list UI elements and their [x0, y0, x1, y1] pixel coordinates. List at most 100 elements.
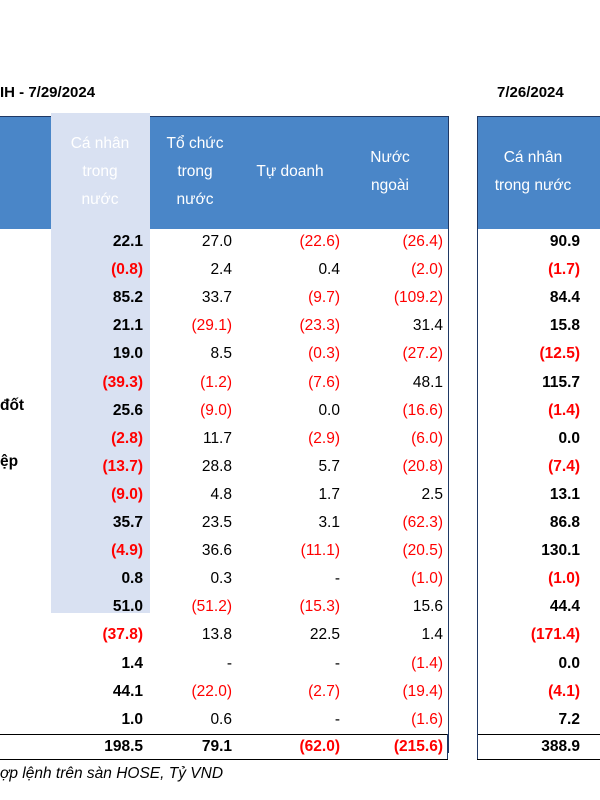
table-cell: 22.1 — [112, 233, 143, 250]
total-cell: 198.5 — [104, 738, 143, 755]
table-cell: 44.4 — [549, 598, 580, 616]
table-cell: 8.5 — [210, 345, 232, 363]
table-cell: 3.1 — [318, 514, 340, 531]
table-cell: (109.2) — [393, 289, 443, 307]
table-cell: - — [334, 654, 340, 672]
table-cell: (20.5) — [402, 542, 444, 560]
table-cell: 90.9 — [549, 233, 580, 250]
table-cell: 44.1 — [112, 682, 143, 700]
total-cell: 388.9 — [541, 738, 580, 755]
table-cell: 2.5 — [421, 485, 443, 503]
table-cell: 13.8 — [201, 626, 232, 644]
table-cell: (20.8) — [402, 457, 444, 475]
border — [447, 734, 448, 759]
table-cell: 1.4 — [421, 626, 443, 644]
col-header-nuoc-ngoai: Nước ngoài — [370, 149, 410, 194]
col-header-to-chuc: Tổ chức trong nước — [166, 135, 224, 208]
table-cell: (12.5) — [539, 345, 581, 363]
date-title-left: IH - 7/29/2024 — [0, 84, 96, 101]
table-cell: (26.4) — [402, 233, 444, 250]
table-cell: (0.3) — [308, 345, 340, 363]
table-cell: 4.8 — [210, 485, 232, 503]
table-cell: (7.4) — [548, 457, 580, 475]
table-cell: (2.0) — [411, 261, 443, 279]
table-cell: 0.4 — [318, 261, 340, 279]
table-cell: 21.1 — [112, 317, 143, 335]
table-cell: 84.4 — [549, 289, 580, 307]
table-cell: 36.6 — [201, 542, 232, 560]
header-band — [478, 117, 600, 229]
table-cell: 0.0 — [558, 654, 580, 672]
table-cell: 0.0 — [558, 429, 580, 447]
table-cell: 11.7 — [202, 429, 232, 447]
table-cell: (29.1) — [191, 317, 233, 335]
table-cell: 15.6 — [412, 598, 443, 616]
table-cell: 51.0 — [112, 598, 143, 616]
table-cell: (23.3) — [299, 317, 341, 335]
table-cell: 28.8 — [201, 457, 232, 475]
table-cell: (2.8) — [111, 429, 143, 447]
row-label-fragment: đốt — [0, 397, 25, 414]
table-cell: (9.0) — [111, 485, 143, 503]
table-cell: (51.2) — [191, 598, 233, 616]
table-cell: 0.3 — [210, 570, 232, 588]
total-rule — [477, 759, 600, 760]
table-cell: (22.0) — [191, 682, 233, 700]
table-cell: - — [334, 710, 340, 728]
table-cell: (2.7) — [308, 682, 340, 700]
table-cell: (19.4) — [402, 682, 444, 700]
footnote: ợp lệnh trên sàn HOSE, Tỷ VND — [0, 765, 224, 782]
table-cell: - — [226, 654, 232, 672]
table-cell: 0.0 — [318, 401, 340, 419]
table-cell: 5.7 — [318, 457, 340, 475]
table-cell: (27.2) — [402, 345, 444, 363]
table-cell: (1.0) — [411, 570, 443, 588]
table-cell: 22.5 — [309, 626, 340, 644]
table-cell: (171.4) — [530, 626, 580, 644]
table-cell: (2.9) — [308, 429, 340, 447]
table-cell: (37.8) — [102, 626, 144, 644]
row-label-fragment: ệp — [0, 453, 19, 470]
table-cell: (1.4) — [411, 654, 443, 672]
table-cell: 35.7 — [112, 514, 143, 531]
table-cell: (0.8) — [111, 261, 143, 279]
table-cell: (11.1) — [300, 542, 340, 560]
table-cell: (62.3) — [402, 514, 444, 531]
table-cell: (9.7) — [308, 289, 340, 307]
table-cell: 23.5 — [201, 514, 232, 531]
table-cell: (1.0) — [548, 570, 580, 588]
table-cell: 7.2 — [558, 710, 580, 728]
highlight-column — [51, 113, 150, 613]
table-cell: (6.0) — [411, 429, 443, 447]
col-header-tu-doanh: Tự doanh — [256, 163, 324, 180]
table-cell: 1.7 — [318, 485, 340, 503]
table-cell: 15.8 — [549, 317, 580, 335]
table-cell: (1.2) — [200, 373, 232, 391]
table-cell: (1.6) — [411, 710, 443, 728]
table-cell: 115.7 — [542, 373, 580, 391]
table-cell: (4.1) — [548, 682, 580, 700]
table-cell: 0.8 — [121, 570, 143, 588]
table-cell: 33.7 — [201, 289, 232, 307]
table-cell: 0.6 — [210, 710, 232, 728]
table-panel-7-26 — [477, 116, 600, 753]
table-cell: 1.4 — [121, 654, 143, 672]
table-cell: 85.2 — [112, 289, 143, 307]
table-cell: (22.6) — [299, 233, 341, 250]
border — [477, 734, 478, 759]
total-rule — [477, 734, 600, 735]
table-cell: (16.6) — [402, 401, 444, 419]
table-cell: (7.6) — [308, 373, 340, 391]
total-cell: 79.1 — [201, 738, 232, 755]
table-cell: 48.1 — [412, 373, 443, 391]
table-cell: 25.6 — [112, 401, 143, 419]
table-cell: 19.0 — [112, 345, 143, 363]
table-cell: (1.7) — [548, 261, 580, 279]
col-header-ca-nhan-right: Cá nhân trong nước — [494, 149, 572, 194]
date-title-right: 7/26/2024 — [497, 84, 564, 101]
table-cell: (15.3) — [299, 598, 341, 616]
table-cell: (9.0) — [200, 401, 232, 419]
table-cell: 2.4 — [210, 261, 232, 279]
table-cell: 130.1 — [541, 542, 580, 560]
table-cell: 13.1 — [549, 485, 580, 503]
